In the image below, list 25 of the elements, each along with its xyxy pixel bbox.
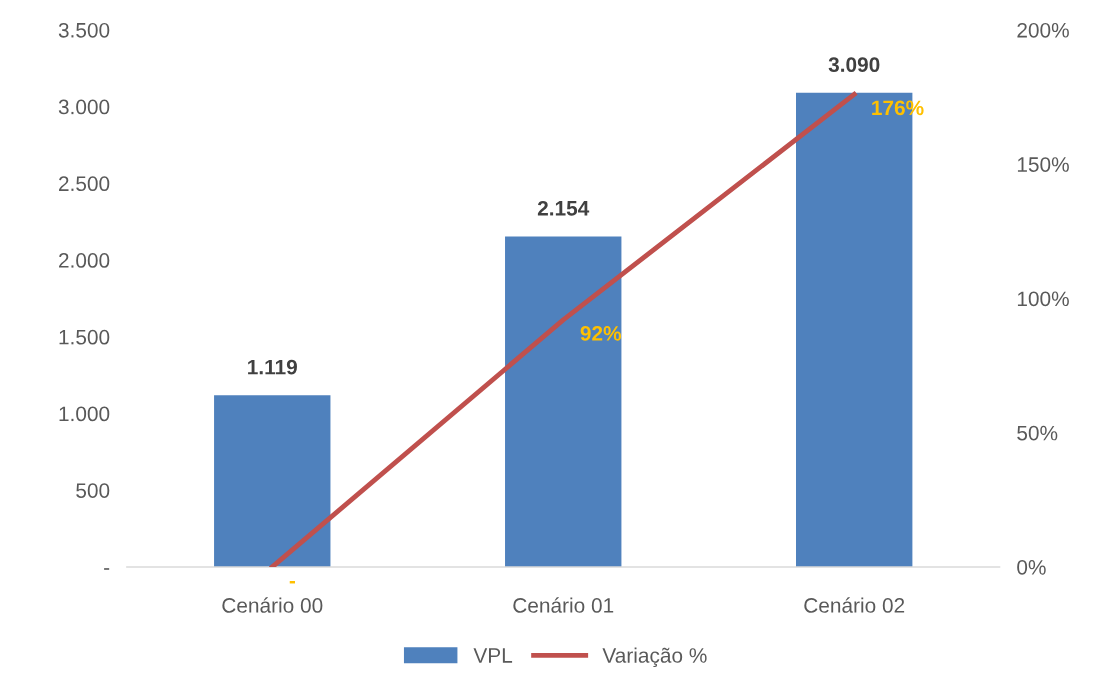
bar: [505, 236, 622, 567]
data-label: 2.154: [537, 200, 590, 216]
x-tick-label: Cenário 00: [222, 597, 323, 613]
y-tick-label: 1.000: [59, 406, 110, 422]
y2-tick-label: 100%: [1017, 291, 1069, 307]
legend-label: Variação %: [602, 647, 707, 668]
y-tick-label: 2.000: [59, 253, 110, 268]
y2-tick-label: 200%: [1017, 22, 1069, 38]
bar: [214, 395, 331, 567]
data-label: 92%: [580, 326, 622, 341]
x-tick-label: Cenário 01: [513, 597, 614, 613]
y2-tick-label: 150%: [1017, 157, 1069, 172]
y-tick-label: 2.500: [59, 176, 110, 192]
y-tick-label: 1.500: [59, 329, 110, 345]
legend-label: VPL: [473, 648, 513, 663]
y-tick-label: 3.500: [58, 22, 110, 38]
data-label: -: [289, 580, 296, 584]
data-label: 3.090: [828, 57, 880, 73]
y2-tick-label: 0%: [1017, 559, 1046, 575]
x-tick-label: Cenário 02: [804, 597, 905, 613]
y-tick-label: -: [104, 568, 110, 570]
y2-tick-label: 50%: [1017, 425, 1058, 441]
y-tick-label: 3.000: [58, 99, 110, 115]
data-label: 1.119: [248, 359, 297, 375]
y-tick-label: 500: [76, 483, 110, 498]
